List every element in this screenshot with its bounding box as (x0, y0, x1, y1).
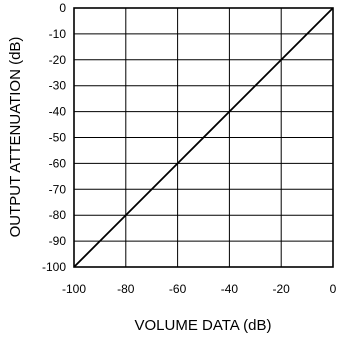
y-tick-label: -100 (42, 260, 66, 274)
x-tick-label: -100 (62, 282, 86, 296)
x-tick-label: -40 (221, 282, 239, 296)
y-tick-label: -70 (49, 182, 67, 196)
y-tick-label: -20 (49, 53, 67, 67)
y-tick-label: 0 (59, 1, 66, 15)
y-tick-labels: 0 -10 -20 -30 -40 -50 -60 -70 -80 -90 -100 (42, 1, 66, 274)
y-tick-label: -10 (49, 27, 67, 41)
x-tick-label: 0 (330, 282, 337, 296)
y-tick-label: -30 (49, 79, 67, 93)
y-tick-label: -40 (49, 105, 67, 119)
y-tick-label: -90 (49, 234, 67, 248)
x-axis-label: VOLUME DATA (dB) (135, 317, 272, 334)
y-tick-label: -50 (49, 131, 67, 145)
y-axis-label: OUTPUT ATTENUATION (dB) (7, 37, 24, 238)
plot-frame (73, 7, 334, 268)
x-tick-labels: -100 -80 -60 -40 -20 0 (62, 282, 337, 296)
x-tick-label: -60 (169, 282, 187, 296)
y-tick-label: -60 (49, 156, 67, 170)
x-tick-label: -80 (117, 282, 135, 296)
y-tick-label: -80 (49, 208, 67, 222)
attenuation-curve (73, 7, 334, 268)
x-tick-label: -20 (273, 282, 291, 296)
